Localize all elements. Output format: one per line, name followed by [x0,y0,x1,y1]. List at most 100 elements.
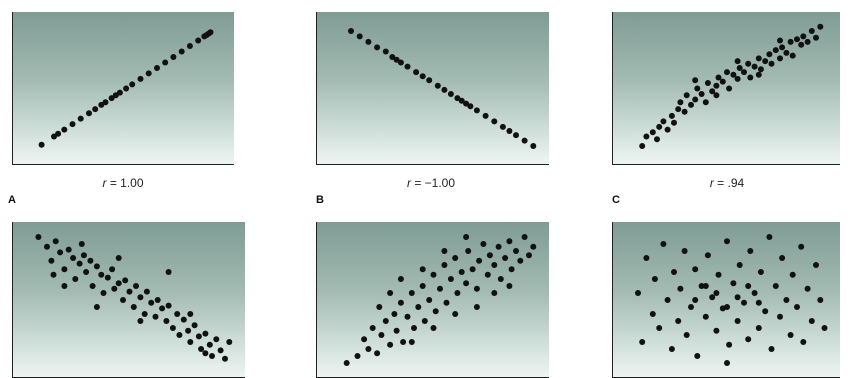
scatter-panel-f [612,222,840,378]
scatter-point [794,304,800,310]
scatter-point [491,262,498,268]
scatter-point [798,41,805,48]
scatter-point [443,299,450,306]
scatter-point [745,336,752,343]
scatter-point [35,234,42,240]
scatter-point [430,325,437,331]
scatter-point [415,304,422,310]
scatter-point [411,325,417,331]
scatter-point [688,304,694,310]
scatter-point [89,283,96,289]
scatter-point [133,283,139,289]
scatter-point [391,311,398,317]
scatter-point [656,123,663,130]
r-symbol: r [709,176,714,190]
scatter-point [437,285,443,292]
scatter-point [170,54,177,60]
scatter-point [187,339,194,345]
scatter-point [486,252,493,259]
scatter-point [768,346,775,352]
scatter-point [766,51,773,58]
scatter-point [61,126,68,133]
scatter-point [692,77,699,84]
scatter-point [185,327,192,334]
scatter-point [476,257,483,264]
scatter-point [141,311,148,317]
scatter-point [122,277,129,284]
scatter-point [178,48,185,55]
scatter-point [123,85,130,92]
scatter-point [694,85,701,92]
scatter-point [480,241,487,247]
r-value: = .94 [717,176,745,190]
r-value: = 1.00 [109,176,144,190]
scatter-point [92,106,99,113]
scatter-point [704,80,711,86]
scatter-point [209,353,215,359]
scatter-point [165,302,172,309]
scatter-point [186,43,193,49]
correlation-label-a: r = 1.00 [8,176,238,190]
r-value: = −1.00 [414,176,456,190]
scatter-point [664,126,671,133]
scatter-point [145,70,152,77]
scatter-point [751,63,758,70]
scatter-point [44,243,50,250]
scatter-point [426,77,433,84]
scatter-point [777,313,783,320]
scatter-point [441,262,448,268]
scatter-point [195,37,202,44]
scatter-plot-d [35,234,233,362]
scatter-plot-f [635,234,828,366]
scatter-point [491,118,498,125]
scatter-point [467,103,474,110]
scatter-point [660,241,667,247]
scatter-point [783,49,790,56]
scatter-point [713,82,720,89]
scatter-point [694,353,701,359]
scatter-point [651,276,658,282]
scatter-point [677,285,684,292]
scatter-point [174,311,181,317]
scatter-point [817,297,824,303]
scatter-point [454,290,461,296]
scatter-point [635,290,641,296]
scatter-point [656,325,663,331]
scatter-point [804,285,811,292]
scatter-point [713,290,720,296]
scatter-point [116,89,123,96]
scatter-point [482,112,489,119]
scatter-point [441,86,448,93]
scatter-point [148,299,155,306]
scatter-point [408,290,415,296]
correlation-label-c: r = .94 [612,176,842,190]
scatter-point [163,318,170,324]
scatter-point [382,318,389,324]
scatter-point [804,38,811,45]
scatter-point [143,288,150,295]
scatter-point [441,248,448,254]
scatter-point [698,91,705,97]
scatter-point [361,336,368,343]
scatter-point [78,241,85,247]
scatter-point [692,96,699,103]
scatter-point [213,336,220,343]
scatter-point [783,297,790,303]
scatter-point [741,299,747,306]
scatter-point [751,290,758,296]
scatter-point [404,313,411,320]
scatter-point [777,55,783,62]
scatter-point [724,360,730,366]
scatter-point [747,74,754,81]
scatter-point [473,285,480,292]
scatter-point [726,341,733,348]
scatter-point [777,37,783,44]
scatter-point [639,339,646,345]
scatter-point [698,283,705,289]
scatter-point [463,234,470,240]
scatter-point [434,82,441,89]
scatter-point [202,330,209,337]
scatter-point [713,92,720,99]
scatter-point [387,290,394,296]
scatter-point [715,271,722,278]
